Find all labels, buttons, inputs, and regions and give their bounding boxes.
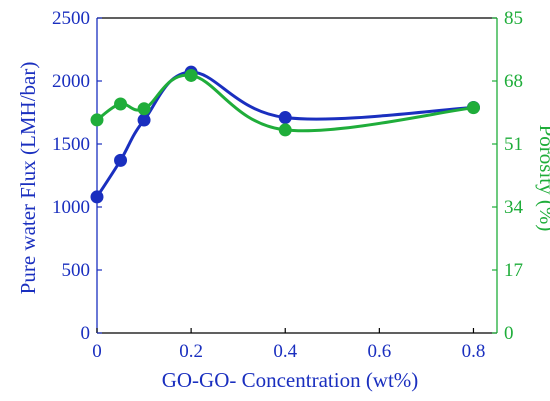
x-tick-label: 0.6 [367,341,391,362]
y-right-tick-label: 85 [504,8,523,29]
y-left-tick-label: 1000 [52,197,90,218]
data-point [114,153,128,167]
x-axis-title: GO-GO- Concentration (wt%) [162,368,419,392]
data-point [114,97,128,111]
y-axis-right-title: Porosity (%) [535,125,550,232]
y-right-tick-label: 0 [504,323,514,344]
x-tick-label: 0.4 [273,341,297,362]
y-right-tick-label: 17 [504,260,523,281]
series-porosity [90,68,480,137]
data-point [278,111,292,125]
x-tick-label: 0 [92,341,102,362]
y-right-tick-label: 51 [504,134,523,155]
data-point [278,123,292,137]
data-point [137,102,151,116]
data-point [90,113,104,127]
data-point [184,68,198,82]
y-left-tick-label: 2500 [52,8,90,29]
y-left-tick-label: 500 [62,260,91,281]
y-left-tick-label: 0 [81,323,91,344]
data-point [137,113,151,127]
y-axis-left-title: Pure water Flux (LMH/bar) [16,62,40,295]
x-tick-label: 0.2 [179,341,203,362]
y-right-tick-label: 68 [504,71,523,92]
y-right-tick-label: 34 [504,197,524,218]
x-tick-label: 0.8 [462,341,486,362]
data-point [466,101,480,115]
data-point [90,190,104,204]
y-left-tick-label: 2000 [52,71,90,92]
y-left-tick-label: 1500 [52,134,90,155]
